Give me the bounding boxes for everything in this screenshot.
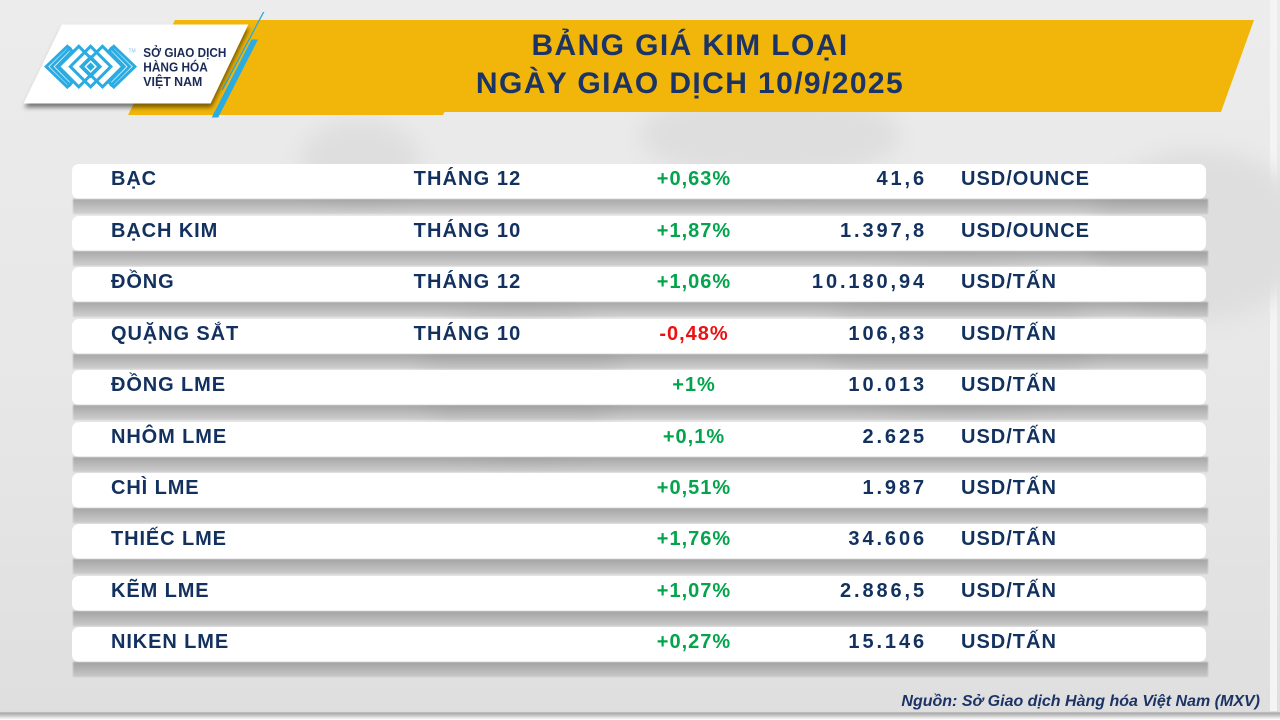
svg-text:TM: TM [129, 49, 136, 55]
svg-text:SỞ GIAO DỊCH: SỞ GIAO DỊCH [143, 45, 226, 60]
svg-text:VIỆT NAM: VIỆT NAM [143, 74, 202, 89]
svg-text:HÀNG HÓA: HÀNG HÓA [143, 60, 208, 75]
